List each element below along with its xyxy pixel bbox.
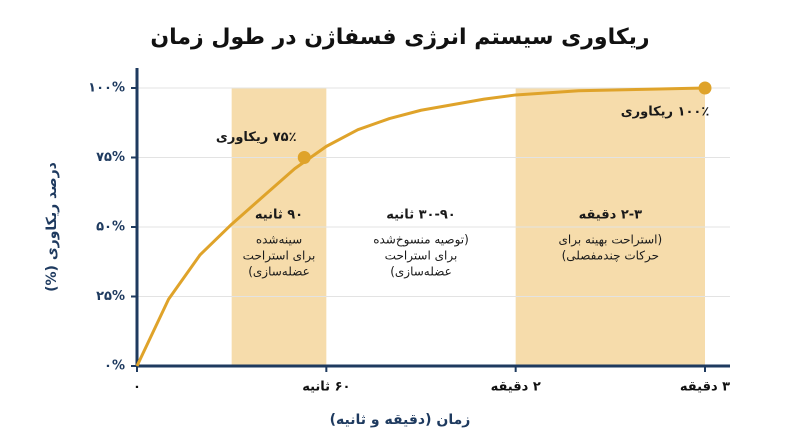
y-tick-label: ۷۵% — [96, 150, 125, 165]
marks: ۷۵٪ ریکاوری ۱۰۰٪ ریکاوری — [135, 81, 712, 367]
x-tick-label: ۰ — [133, 380, 141, 395]
key-point — [698, 81, 712, 95]
region-note: برای استراحت — [243, 249, 316, 264]
region-note: (استراحت بهینه برای — [558, 233, 662, 248]
key-point — [297, 151, 311, 164]
grid: ۰% ۲۵% ۵۰% ۷۵% ۱۰۰% ۰ ۶۰ ثانیه ۲ دقیقه ۳ دقیقه — [88, 68, 730, 395]
point-label: ۱۰۰٪ ریکاوری — [621, 105, 710, 120]
x-axis-title: زمان (دقیقه و ثانیه) — [330, 412, 471, 428]
recovery-line — [135, 86, 706, 367]
region-title: ۳۰-۹۰ ثانیه — [386, 208, 456, 223]
region-note: عضله‌سازی) — [390, 265, 452, 280]
y-axis-title: درصد ریکاوری (%) — [44, 162, 60, 292]
x-tick-label: ۳ دقیقه — [680, 380, 730, 395]
region-title: ۹۰ ثانیه — [255, 208, 303, 223]
y-tick-label: ۲۵% — [96, 289, 125, 304]
region-note: عضله‌سازی) — [248, 265, 310, 280]
y-tick-label: ۰% — [104, 359, 125, 374]
point-label: ۷۵٪ ریکاوری — [216, 130, 297, 145]
x-tick-label: ۲ دقیقه — [491, 380, 541, 395]
region-note: حرکات چندمفصلی) — [562, 249, 659, 264]
x-tick-label: ۶۰ ثانیه — [302, 380, 350, 395]
region-note: (توصیه منسوخ‌شده — [373, 233, 469, 248]
y-tick-label: ۱۰۰% — [88, 81, 125, 96]
region-title: ۲-۳ دقیقه — [579, 208, 643, 223]
chart-title: ریکاوری سیستم انرژی فسفاژن در طول زمان — [150, 25, 649, 50]
y-tick-label: ۵۰% — [96, 220, 125, 235]
region-note: سینه‌شده — [256, 233, 302, 247]
region-note: برای استراحت — [385, 249, 458, 264]
